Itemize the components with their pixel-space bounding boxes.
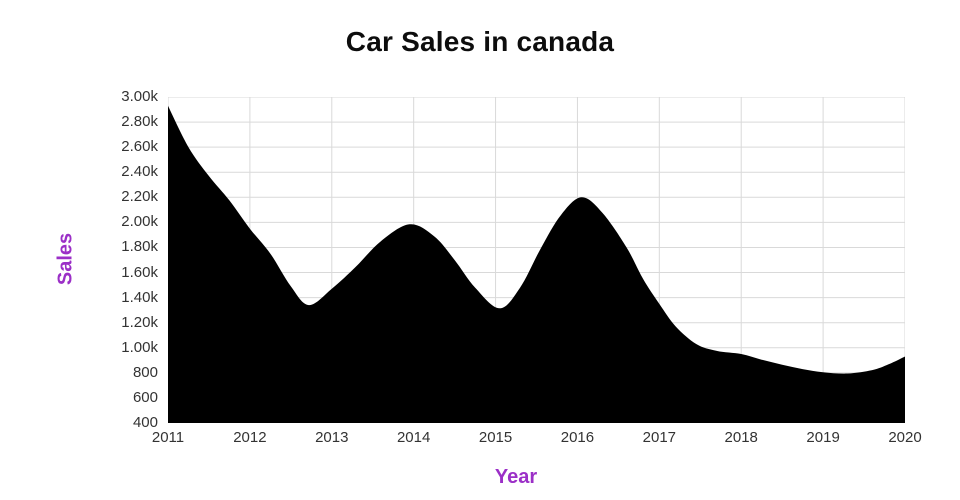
x-tick-label: 2012	[233, 429, 267, 446]
x-tick-label: 2019	[806, 429, 840, 446]
x-tick-label: 2017	[642, 429, 677, 446]
x-tick-label: 2013	[315, 429, 349, 446]
y-tick-label: 2.60k	[121, 138, 158, 156]
y-tick-label: 2.40k	[121, 163, 158, 181]
chart-title: Car Sales in canada	[345, 26, 615, 57]
y-tick-label: 1.60k	[121, 263, 158, 281]
sales-area-series	[168, 105, 905, 423]
x-axis-title: Year	[494, 466, 538, 488]
y-tick-label: 800	[132, 363, 158, 381]
x-tick-label: 2016	[560, 429, 595, 446]
y-tick-label: 3.00k	[121, 88, 158, 105]
y-tick-label: 1.20k	[121, 313, 158, 331]
plot-area	[168, 97, 905, 423]
y-tick-label: 600	[132, 388, 158, 406]
x-tick-label: 2018	[724, 429, 758, 446]
y-tick-label: 1.40k	[121, 288, 158, 306]
x-tick-label: 2011	[151, 429, 185, 446]
y-tick-label: 1.80k	[121, 238, 158, 256]
x-tick-label: 2014	[396, 429, 431, 446]
y-tick-label: 1.00k	[121, 338, 158, 356]
x-tick-label: 2020	[888, 429, 922, 446]
x-tick-label: 2015	[478, 429, 513, 446]
y-tick-label: 2.80k	[121, 113, 158, 131]
y-tick-label: 2.20k	[121, 188, 158, 206]
y-tick-label: 2.00k	[121, 213, 158, 231]
area-chart-svg	[168, 97, 905, 423]
y-tick-label: 400	[132, 414, 158, 431]
